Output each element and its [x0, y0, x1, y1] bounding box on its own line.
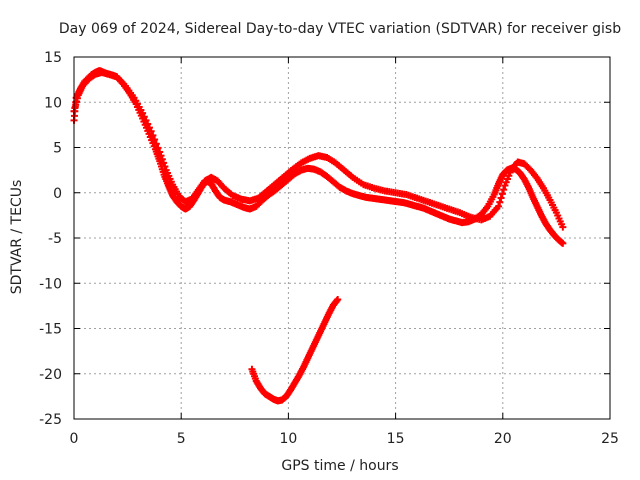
data-points [70, 67, 567, 405]
x-tick-label: 20 [494, 431, 512, 447]
y-tick-label: -10 [39, 276, 62, 292]
data-point-fill [149, 131, 157, 139]
chart-title: Day 069 of 2024, Sidereal Day-to-day VTE… [59, 21, 621, 37]
x-tick-label: 10 [279, 431, 297, 447]
y-tick-label: 5 [53, 141, 62, 157]
plot-frame [73, 56, 611, 420]
data-point-fill [157, 152, 165, 160]
series-upper-track [70, 68, 567, 231]
data-point [559, 223, 567, 231]
data-point [139, 109, 147, 117]
data-point-fill [154, 144, 162, 152]
y-tick-label: -15 [39, 322, 62, 338]
y-tick-label: 0 [53, 186, 62, 202]
y-axis-label: SDTVAR / TECUs [9, 180, 25, 295]
data-point [147, 127, 155, 135]
y-tick-label: -20 [39, 367, 62, 383]
data-point-fill [151, 136, 159, 144]
data-point-fill [496, 198, 504, 206]
grid-lines [74, 57, 610, 419]
x-axis-label: GPS time / hours [281, 458, 398, 474]
data-point [495, 202, 503, 210]
data-point-fill [140, 113, 148, 121]
data-point-fill [145, 124, 153, 132]
data-point [334, 296, 342, 304]
x-tick-label: 5 [177, 431, 186, 447]
y-tick-label: 10 [44, 95, 62, 111]
axis-ticks: 0 5 10 15 20 25 -25 -20 -15 -10 -5 0 5 10 15 [39, 50, 619, 447]
data-point [559, 239, 567, 247]
series-lower-arc [248, 296, 342, 405]
y-tick-label: -5 [48, 231, 62, 247]
x-tick-label: 0 [70, 431, 79, 447]
data-point-fill [498, 190, 506, 198]
data-point-fill [161, 163, 169, 171]
data-point-fill [497, 194, 505, 202]
y-tick-label: 15 [44, 50, 62, 66]
data-point [156, 148, 164, 156]
data-point-fill [152, 140, 160, 148]
x-tick-label: 25 [601, 431, 619, 447]
data-point-fill [144, 120, 152, 128]
data-point-fill [160, 159, 168, 167]
data-point-fill [158, 155, 166, 163]
data-point-fill [142, 116, 150, 124]
data-point-fill [500, 186, 508, 194]
y-tick-label: -25 [39, 412, 62, 428]
x-tick-label: 15 [387, 431, 405, 447]
